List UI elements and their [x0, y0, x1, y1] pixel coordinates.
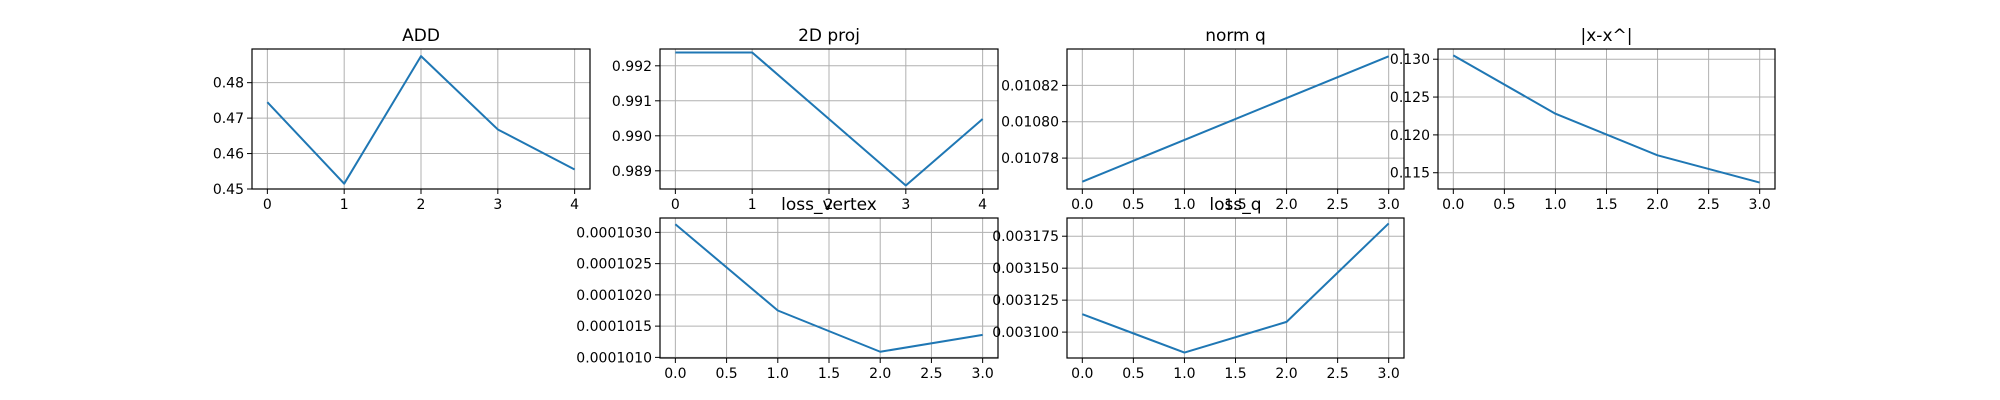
- x-tick-label: 0.0: [664, 366, 686, 382]
- y-tick-label: 0.0001025: [576, 257, 652, 273]
- chart-title: |x-x^|: [1581, 26, 1633, 46]
- subplot-5: 0.0 0.5 1.0 1.5 2.0 2.5 3.0 0.0001010 0.0001015 0…: [576, 195, 999, 382]
- x-tick-label: 3: [493, 197, 502, 213]
- x-tick-label: 0.0: [1071, 366, 1093, 382]
- x-tick-label: 1: [340, 197, 349, 213]
- x-tick-label: 2.0: [1275, 366, 1297, 382]
- chart-title: 2D proj: [798, 26, 860, 46]
- x-tick-label: 1.0: [1173, 366, 1195, 382]
- subplot-3: 0.0 0.5 1.0 1.5 2.0 2.5 3.0 0.01078 0.01080 0.010…: [1001, 26, 1405, 213]
- x-tick-label: 1.0: [1544, 197, 1566, 213]
- series-line: [1081, 222, 1390, 354]
- chart-title: loss_q: [1209, 195, 1261, 215]
- x-tick-label: 1.5: [818, 366, 840, 382]
- chart-title: ADD: [402, 26, 440, 46]
- y-tick-label: 0.990: [612, 129, 652, 145]
- y-tick-label: 0.130: [1390, 52, 1430, 68]
- x-tick-label: 0: [263, 197, 272, 213]
- y-tick-label: 0.003125: [992, 293, 1059, 309]
- y-tick-label: 0.45: [213, 182, 244, 198]
- x-tick-label: 2.0: [1646, 197, 1668, 213]
- y-tick-label: 0.989: [612, 164, 652, 180]
- x-tick-label: 1.0: [767, 366, 789, 382]
- x-tick-label: 1.0: [1173, 197, 1195, 213]
- x-tick-label: 1.5: [1224, 366, 1246, 382]
- y-tick-label: 0.991: [612, 94, 652, 110]
- x-tick-label: 2: [417, 197, 426, 213]
- y-tick-label: 0.46: [213, 147, 244, 163]
- y-tick-label: 0.0001020: [576, 288, 652, 304]
- y-tick-label: 0.003150: [992, 261, 1059, 277]
- x-tick-label: 3.0: [1749, 197, 1771, 213]
- x-tick-label: 2.0: [869, 366, 891, 382]
- chart-title: norm q: [1205, 26, 1266, 46]
- x-tick-label: 1: [748, 197, 757, 213]
- y-tick-label: 0.01078: [1001, 151, 1059, 167]
- y-tick-label: 0.115: [1390, 166, 1430, 182]
- x-tick-label: 4: [978, 197, 987, 213]
- x-tick-label: 3.0: [1378, 197, 1400, 213]
- y-tick-label: 0.01082: [1001, 78, 1059, 94]
- subplot-6: 0.0 0.5 1.0 1.5 2.0 2.5 3.0 0.003100 0.003125 0.0…: [992, 195, 1405, 382]
- x-tick-label: 0.0: [1071, 197, 1093, 213]
- x-tick-label: 2.5: [1326, 197, 1348, 213]
- x-tick-label: 2.0: [1275, 197, 1297, 213]
- series-line: [1452, 54, 1760, 184]
- chart-title: loss_vertex: [781, 195, 877, 215]
- x-tick-label: 0.5: [715, 366, 737, 382]
- x-tick-label: 3.0: [1378, 366, 1400, 382]
- series-line: [1081, 55, 1390, 183]
- y-tick-label: 0.0001015: [576, 319, 652, 335]
- x-tick-label: 0.5: [1122, 366, 1144, 382]
- y-tick-label: 0.01080: [1001, 115, 1059, 131]
- x-tick-label: 0: [671, 197, 680, 213]
- y-tick-label: 0.992: [612, 59, 652, 75]
- x-tick-label: 2.5: [920, 366, 942, 382]
- x-tick-label: 3.0: [972, 366, 994, 382]
- y-tick-label: 0.48: [213, 76, 244, 92]
- subplot-4: 0.0 0.5 1.0 1.5 2.0 2.5 3.0 0.115 0.120 0.125 0.13…: [1390, 26, 1776, 213]
- y-tick-label: 0.0001030: [576, 225, 652, 241]
- x-tick-label: 0.0: [1442, 197, 1464, 213]
- x-tick-label: 3: [901, 197, 910, 213]
- y-tick-label: 0.125: [1390, 90, 1430, 106]
- subplot-2: 0 1 2 3 4 0.989 0.990 0.991 0.992 2D proj: [612, 26, 999, 213]
- y-tick-label: 0.003100: [992, 325, 1059, 341]
- x-tick-label: 2: [825, 197, 834, 213]
- x-tick-label: 0.5: [1122, 197, 1144, 213]
- y-tick-label: 0.47: [213, 111, 244, 127]
- y-tick-label: 0.120: [1390, 128, 1430, 144]
- x-tick-label: 1.5: [1595, 197, 1617, 213]
- x-tick-label: 2.5: [1326, 366, 1348, 382]
- x-tick-label: 2.5: [1697, 197, 1719, 213]
- x-tick-label: 1.5: [1224, 197, 1246, 213]
- y-tick-label: 0.003175: [992, 229, 1059, 245]
- y-tick-label: 0.0001010: [576, 350, 652, 366]
- x-tick-label: 4: [570, 197, 579, 213]
- subplot-1: 0 1 2 3 4 0.45 0.46 0.47 0.48 ADD: [213, 26, 591, 213]
- series-line: [674, 223, 983, 353]
- x-tick-label: 0.5: [1493, 197, 1515, 213]
